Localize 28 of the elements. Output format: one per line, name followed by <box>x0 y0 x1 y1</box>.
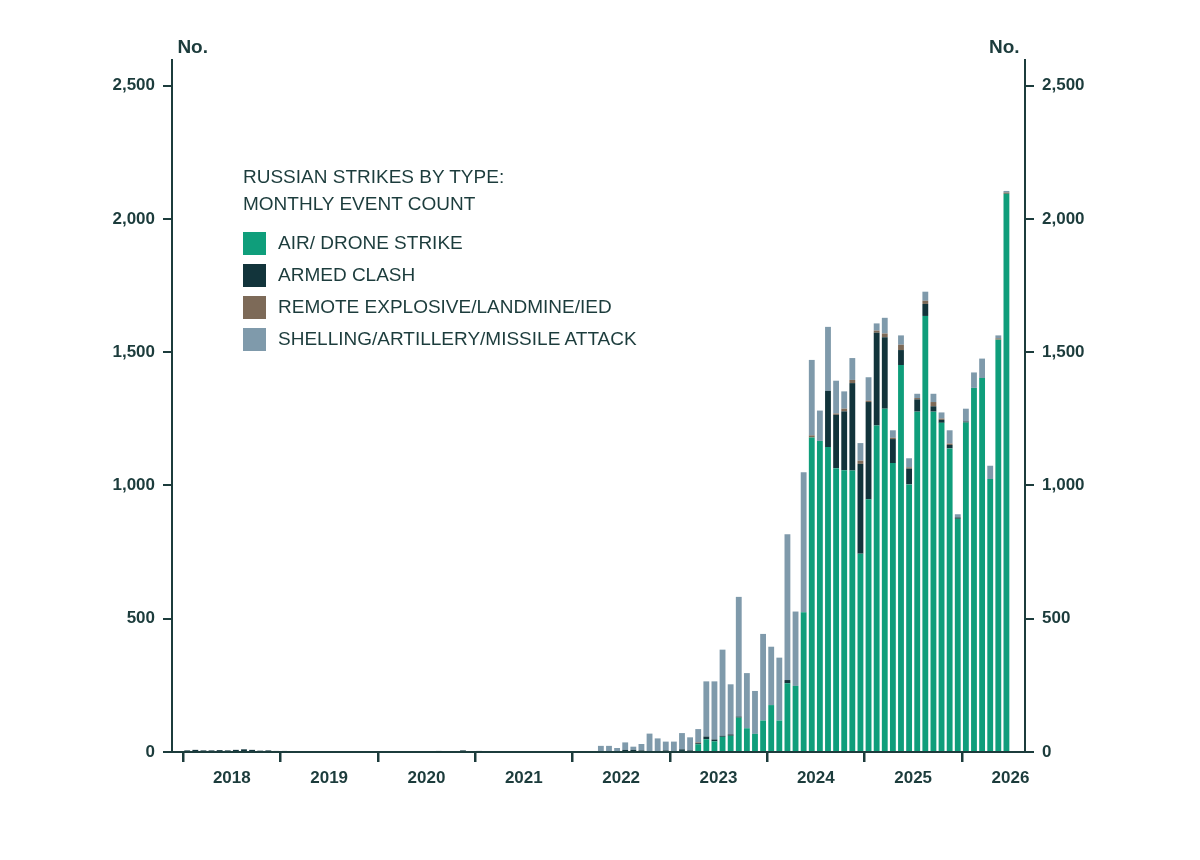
y2-tick-label: 2,000 <box>1042 208 1085 228</box>
x-tick-label: 2023 <box>699 767 738 787</box>
legend-label: REMOTE EXPLOSIVE/LANDMINE/IED <box>278 296 612 318</box>
x-tick-label: 2024 <box>796 767 836 787</box>
y-axis-title: No. <box>177 35 208 57</box>
legend-label: SHELLING/ARTILLERY/MISSILE ATTACK <box>278 328 637 350</box>
y2-tick-label: 500 <box>1042 608 1071 628</box>
y-tick-label: 500 <box>126 608 155 628</box>
x-tick-label: 2025 <box>894 767 933 787</box>
x-tick-label: 2026 <box>991 767 1030 787</box>
y2-tick-label: 1,000 <box>1042 475 1085 495</box>
y2-tick-label: 2,500 <box>1042 75 1085 95</box>
y2-tick-label: 1,500 <box>1042 341 1085 361</box>
y-tick-label: 1,000 <box>112 475 155 495</box>
legend-label: AIR/ DRONE STRIKE <box>278 232 463 254</box>
x-tick-label: 2020 <box>407 767 446 787</box>
x-tick-label: 2021 <box>504 767 543 787</box>
legend-label: ARMED CLASH <box>278 264 416 286</box>
x-tick-label: 2022 <box>602 767 641 787</box>
x-tick-label: 2019 <box>310 767 349 787</box>
y-tick-label: 2,000 <box>112 208 155 228</box>
y-tick-label: 1,500 <box>112 341 155 361</box>
y-tick-label: 0 <box>145 741 155 761</box>
x-tick-label: 2018 <box>212 767 251 787</box>
y2-tick-label: 0 <box>1042 741 1052 761</box>
y2-axis-title: No. <box>989 35 1020 57</box>
y-tick-label: 2,500 <box>112 75 155 95</box>
legend-title: RUSSIAN STRIKES BY TYPE: MONTHLY EVENT COUNT <box>243 165 506 216</box>
